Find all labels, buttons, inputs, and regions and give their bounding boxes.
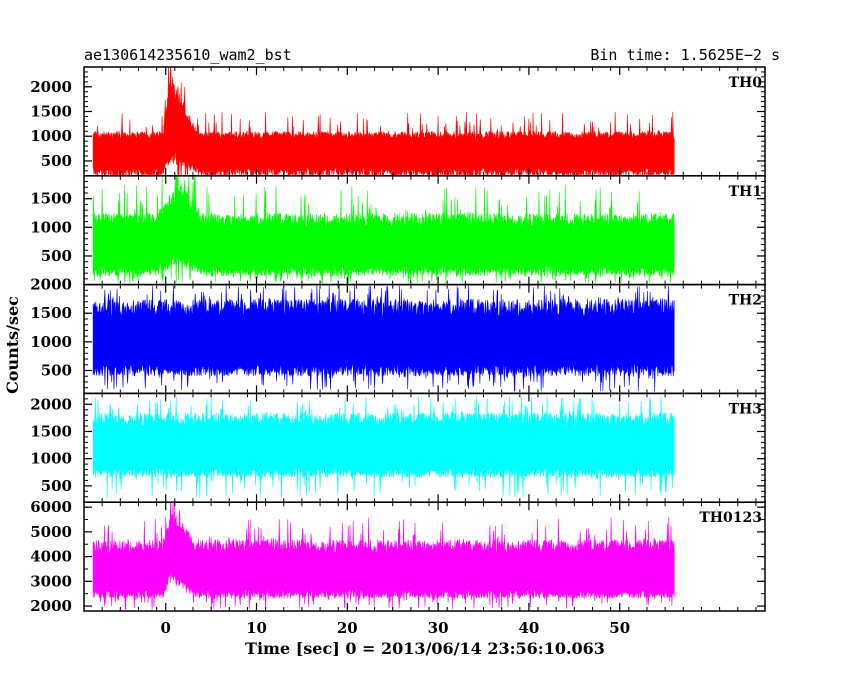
y-tick-label: 2000 [30,78,72,96]
y-tick-label: 4000 [30,548,72,566]
panel-label-th0: TH0 [729,75,763,91]
y-tick-label: 1000 [30,218,72,236]
lightcurve-series-th1 [92,175,675,284]
bin-time-label: Bin time: 1.5625E−2 s [590,46,780,64]
x-tick-label: 0 [161,619,171,637]
y-tick-label: 1500 [30,190,72,208]
x-tick-label: 20 [337,619,358,637]
y-tick-label: 1500 [30,103,72,121]
y-tick-label: 500 [41,361,72,379]
x-tick-label: 30 [428,619,449,637]
y-axis-title: Counts/sec [3,296,22,394]
x-tick-label: 50 [609,619,630,637]
lightcurve-series-th3 [92,396,675,499]
panel-label-th2: TH2 [729,293,762,309]
x-tick-label: 40 [518,619,539,637]
y-tick-label: 500 [41,247,72,265]
lightcurve-series-th2 [92,284,675,392]
x-axis-title: Time [sec] 0 = 2013/06/14 23:56:10.063 [245,639,605,658]
y-tick-label: 1000 [30,333,72,351]
y-tick-label: 500 [41,477,72,495]
x-tick-label: 10 [246,619,267,637]
panel-label-th0123: TH0123 [699,510,762,526]
y-tick-label: 2000 [30,597,72,615]
y-tick-label: 6000 [30,498,72,516]
panel-label-th1: TH1 [729,184,762,200]
y-tick-label: 1500 [30,422,72,440]
lightcurve-series-th0 [92,67,675,176]
y-tick-label: 1000 [30,127,72,145]
y-tick-label: 1000 [30,450,72,468]
plot-title: ae130614235610_wam2_bst [84,46,292,64]
y-tick-label: 500 [41,152,72,170]
y-tick-label: 2000 [30,395,72,413]
lightcurve-series-th0123 [92,502,675,610]
y-tick-label: 2000 [30,276,72,294]
panel-label-th3: TH3 [729,401,762,417]
y-tick-label: 5000 [30,523,72,541]
y-tick-label: 1500 [30,304,72,322]
y-tick-label: 3000 [30,572,72,590]
